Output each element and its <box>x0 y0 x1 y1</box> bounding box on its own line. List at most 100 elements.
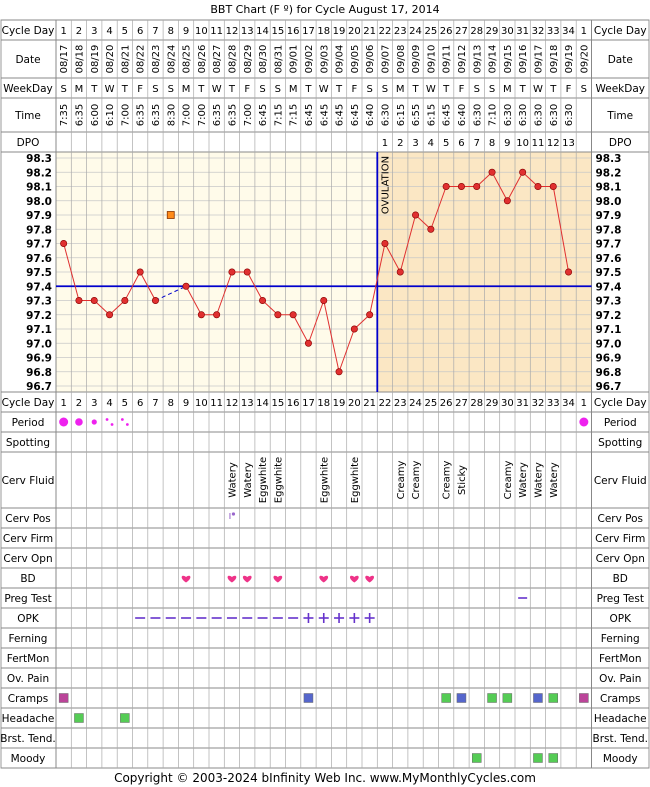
dpo-number: 3 <box>412 138 418 149</box>
row-label-cerv-firm: Cerv Firm <box>3 533 53 545</box>
date-label: 09/07 <box>380 45 391 74</box>
cycle-day-number: 23 <box>394 26 407 37</box>
grid-layer <box>0 19 650 769</box>
time-label: 6:45 <box>258 104 269 126</box>
weekday-label: W <box>319 84 329 95</box>
weekday-label: S <box>382 84 388 95</box>
date-label: 08/28 <box>227 45 238 74</box>
cycle-day-number-bottom: 19 <box>333 398 346 409</box>
cerv-fluid-label: Eggwhite <box>350 457 361 503</box>
cycle-day-number: 13 <box>241 26 254 37</box>
weekday-label: T <box>411 84 419 95</box>
temp-segment <box>552 186 570 273</box>
cycle-day-number: 15 <box>271 26 284 37</box>
period-marker <box>110 423 114 426</box>
time-label: 6:30 <box>549 104 560 126</box>
time-label: 6:35 <box>227 104 238 126</box>
date-label: 08/17 <box>59 45 70 74</box>
cycle-day-number-bottom: 9 <box>183 398 189 409</box>
cycle-day-number-bottom: 26 <box>440 398 453 409</box>
cycle-day-number-bottom: 12 <box>226 398 239 409</box>
weekday-label: F <box>244 84 250 95</box>
dpo-number: 12 <box>547 138 560 149</box>
date-label: 09/13 <box>472 45 483 74</box>
cycle-day-number-bottom: 15 <box>271 398 284 409</box>
date-label: 08/25 <box>182 45 193 74</box>
row-label-right-time: Time <box>606 110 633 122</box>
row-label-bd: BD <box>20 573 35 585</box>
period-marker <box>91 419 97 425</box>
temp-point <box>412 211 420 219</box>
row-label-brst-tend: Brst. Tend. <box>0 733 56 745</box>
temp-point <box>442 183 450 191</box>
weekday-label: M <box>289 84 298 95</box>
temp-point <box>136 268 144 276</box>
cycle-day-number: 6 <box>137 26 143 37</box>
temp-gap-segment <box>155 285 187 301</box>
time-label: 6:35 <box>74 104 85 126</box>
cycle-day-number-bottom: 28 <box>470 398 483 409</box>
y-tick-label: 98.2 <box>26 167 52 179</box>
row-label-right-cycle-day: Cycle Day <box>594 397 647 409</box>
cerv-fluid-label: Watery <box>227 462 238 498</box>
date-label: 09/19 <box>564 45 575 74</box>
time-label: 6:30 <box>503 104 514 126</box>
cycle-day-number: 32 <box>532 26 545 37</box>
temp-segment <box>63 243 80 301</box>
time-label: 7:15 <box>289 104 300 126</box>
time-label: 6:45 <box>335 104 346 126</box>
temp-segment <box>506 172 524 201</box>
date-label: 08/23 <box>151 45 162 74</box>
cycle-day-number: 31 <box>516 26 529 37</box>
period-marker <box>59 417 69 427</box>
time-label: 6:30 <box>564 104 575 126</box>
weekday-label: S <box>489 84 495 95</box>
cycle-day-number-bottom: 30 <box>501 398 514 409</box>
weekday-label: W <box>426 84 436 95</box>
y-tick-label: 98.1 <box>26 182 52 194</box>
weekday-label: M <box>396 84 405 95</box>
temp-segment <box>369 243 386 315</box>
y-tick-label-right: 97.1 <box>596 324 622 336</box>
date-label: 09/05 <box>350 45 361 74</box>
weekday-label: M <box>182 84 191 95</box>
time-label: 7:00 <box>120 104 131 126</box>
temp-point <box>396 268 404 276</box>
row-label-cycle-day: Cycle Day <box>2 25 55 37</box>
weekday-label: M <box>75 84 84 95</box>
weekday-label: T <box>121 84 129 95</box>
cycle-day-number-bottom: 33 <box>547 398 560 409</box>
date-label: 08/21 <box>120 45 131 74</box>
bd-heart-icon <box>349 575 359 583</box>
time-label: 6:45 <box>350 104 361 126</box>
temp-segment <box>216 271 233 315</box>
dpo-number: 5 <box>443 138 449 149</box>
y-tick-label: 97.2 <box>26 310 52 322</box>
cycle-day-number: 21 <box>363 26 376 37</box>
dpo-number: 6 <box>458 138 464 149</box>
row-label-right-opk: OPK <box>610 613 633 625</box>
temp-point <box>473 183 481 191</box>
row-label-preg-test: Preg Test <box>4 593 51 605</box>
cycle-day-number-bottom: 29 <box>486 398 499 409</box>
date-label: 09/17 <box>533 45 544 74</box>
time-label: 6:00 <box>90 104 101 126</box>
time-label: 6:15 <box>426 104 437 126</box>
temp-segment <box>292 314 309 344</box>
row-label-cerv-pos: Cerv Pos <box>5 513 51 525</box>
weekday-label: W <box>212 84 222 95</box>
cycle-day-number: 1 <box>60 26 66 37</box>
temp-point <box>320 296 328 304</box>
temp-point <box>151 296 159 304</box>
weekday-label: S <box>474 84 480 95</box>
content-layer: Cycle Day Cycle Day Date Date WeekDay WeekDay… <box>0 25 648 765</box>
row-label-dpo: DPO <box>17 137 40 149</box>
cramps-marker <box>533 693 543 703</box>
row-label-right-weekday: WeekDay <box>595 83 645 95</box>
time-label: 6:30 <box>533 104 544 126</box>
cerv-fluid-label: Watery <box>549 462 560 498</box>
row-label-right-cerv-pos: Cerv Pos <box>597 513 643 525</box>
period-marker <box>105 418 109 421</box>
temp-point <box>549 183 557 191</box>
weekday-label: S <box>366 84 372 95</box>
